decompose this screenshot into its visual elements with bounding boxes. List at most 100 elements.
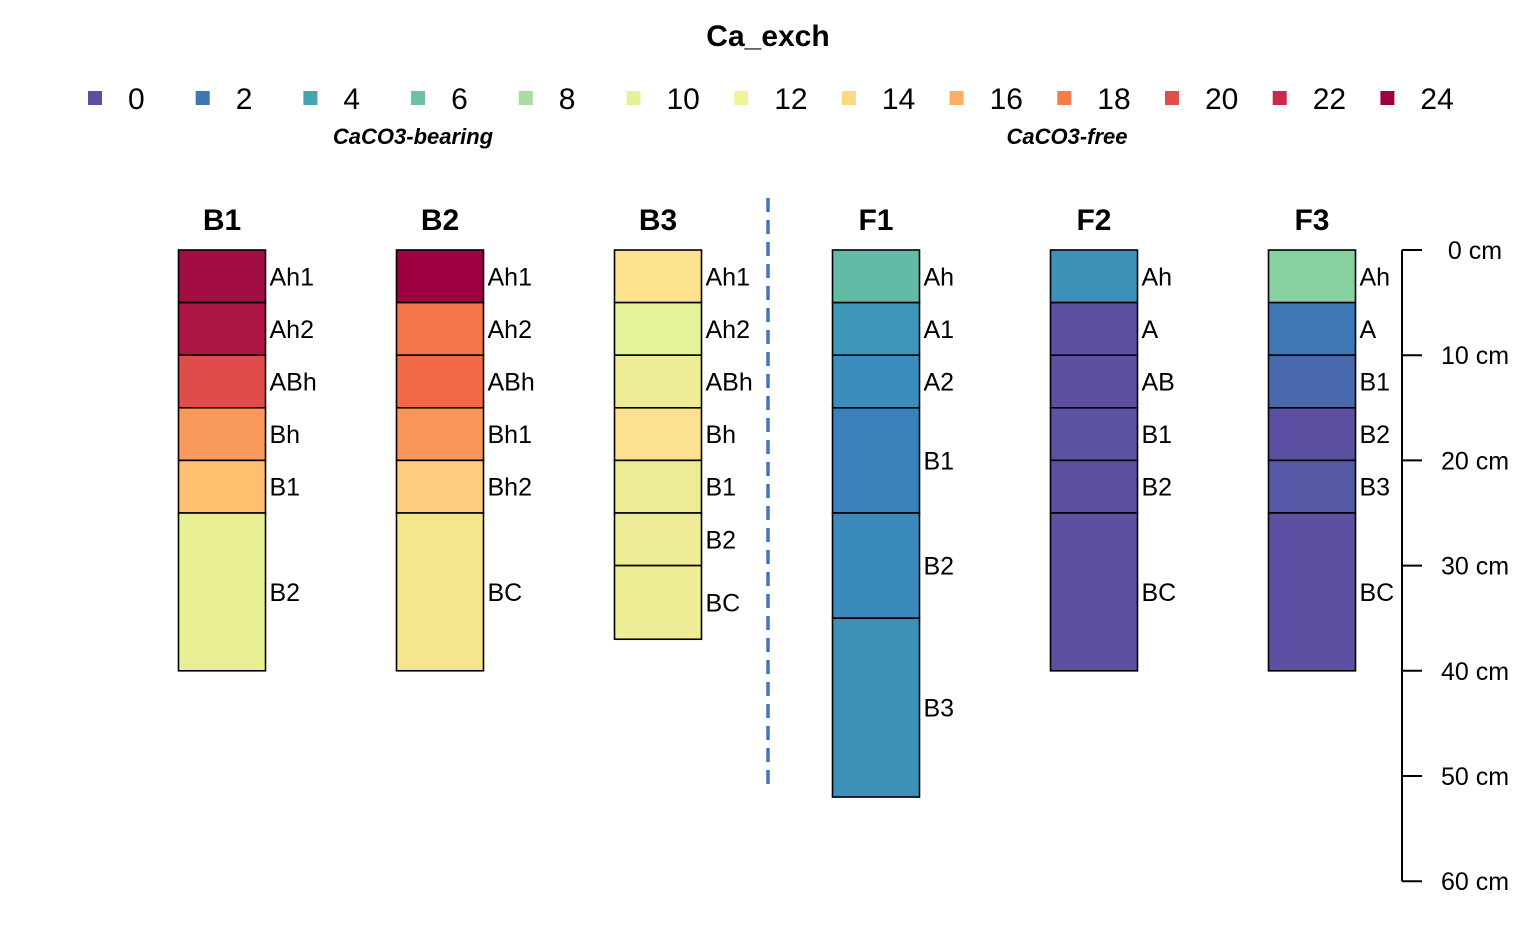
legend-swatch (1272, 91, 1287, 105)
horizon-label: Ah (1142, 263, 1173, 291)
profile-name: B3 (639, 204, 677, 237)
horizon-b3 (1267, 459, 1357, 514)
horizon-b2 (1267, 406, 1357, 462)
horizon-abh (177, 354, 267, 409)
legend-label: 8 (559, 83, 576, 116)
depth-tick-label: 60 cm (1441, 868, 1509, 896)
legend-label: 2 (236, 83, 253, 116)
depth-tick-label: 0 cm (1448, 237, 1502, 265)
legend-swatch (626, 91, 641, 105)
profile-f2: F2 Ah A AB B1 B2 BC (1049, 204, 1177, 672)
horizon-label: B2 (924, 553, 955, 581)
profile-f1: F1 Ah A1 A2 B1 B2 B3 (831, 204, 955, 798)
horizon-label: ABh (488, 369, 535, 397)
horizon-label: A2 (924, 369, 955, 397)
horizon-label: A (1360, 316, 1377, 344)
horizon-label: Ah2 (270, 316, 314, 344)
horizon-b3 (831, 617, 921, 798)
legend-swatch (195, 91, 210, 105)
horizon-label: Bh2 (488, 474, 532, 502)
group-labels: CaCO3-bearing CaCO3-free (333, 124, 1128, 149)
horizon-bc (395, 512, 485, 672)
horizon-ah (831, 249, 921, 304)
legend-label: 14 (882, 83, 915, 116)
horizon-b1 (831, 406, 921, 514)
horizon-b2 (831, 512, 921, 619)
horizon-a (1267, 301, 1357, 357)
horizon-label: A (1142, 316, 1159, 344)
horizon-label: Ah1 (488, 263, 532, 291)
horizon-b1 (613, 459, 703, 514)
legend-label: 18 (1097, 83, 1130, 116)
horizon-label: BC (706, 589, 741, 617)
profile-name: B2 (421, 204, 459, 237)
legend-swatch (88, 91, 102, 105)
legend-swatch (734, 91, 749, 105)
legend-swatch (1380, 91, 1395, 105)
legend-swatch (949, 91, 964, 105)
horizon-label: B3 (924, 695, 955, 723)
legend-label: 24 (1420, 83, 1453, 116)
horizon-label: Ah2 (706, 316, 750, 344)
horizon-abh (395, 354, 485, 409)
horizon-label: AB (1142, 369, 1175, 397)
horizon-label: Ah (924, 263, 955, 291)
horizon-b1 (177, 459, 267, 514)
horizon-abh (613, 354, 703, 409)
horizon-label: B1 (1360, 369, 1391, 397)
depth-tick-label: 10 cm (1441, 342, 1509, 370)
horizon-label: Ah1 (270, 263, 314, 291)
horizon-label: Ah (1360, 263, 1391, 291)
profile-b1: B1 Ah1 Ah2 ABh Bh B1 B2 (177, 204, 317, 672)
horizon-label: B1 (706, 474, 737, 502)
horizon-label: BC (1142, 579, 1177, 607)
horizon-label: B3 (1360, 474, 1391, 502)
horizon-label: ABh (270, 369, 317, 397)
legend-label: 10 (667, 83, 700, 116)
horizon-ah (1267, 249, 1357, 304)
profile-b2: B2 Ah1 Ah2 ABh Bh1 Bh2 BC (395, 204, 535, 672)
horizon-ah1 (177, 249, 267, 304)
depth-tick-label: 40 cm (1441, 658, 1509, 686)
legend-label: 12 (774, 83, 807, 116)
group-label: CaCO3-bearing (333, 124, 494, 149)
depth-tick-label: 50 cm (1441, 763, 1509, 791)
horizon-ab (1049, 354, 1139, 409)
horizon-bc (613, 564, 703, 641)
horizon-b1 (1267, 354, 1357, 409)
legend-swatch (303, 91, 318, 105)
depth-tick-label: 20 cm (1441, 447, 1509, 475)
horizon-b1 (1049, 406, 1139, 462)
depth-tick-label: 30 cm (1441, 553, 1509, 581)
horizon-a (1049, 301, 1139, 357)
horizon-label: B1 (1142, 421, 1173, 449)
horizon-label: BC (488, 579, 523, 607)
horizon-label: BC (1360, 579, 1395, 607)
legend-swatch (841, 91, 856, 105)
profile-name: B1 (203, 204, 241, 237)
horizon-label: B2 (270, 579, 301, 607)
legend-label: 22 (1313, 83, 1346, 116)
horizon-b2 (1049, 459, 1139, 514)
horizon-b2 (177, 512, 267, 672)
legend-swatch (518, 91, 533, 105)
horizon-ah (1049, 249, 1139, 304)
horizon-label: B1 (924, 447, 955, 475)
legend-label: 16 (990, 83, 1023, 116)
chart-title: Ca_exch (706, 20, 829, 53)
legend: 0 2 4 6 8 10 12 14 16 18 20 22 24 (88, 83, 1454, 116)
horizon-bh (177, 406, 267, 462)
profile-name: F2 (1076, 204, 1111, 237)
horizon-ah2 (177, 301, 267, 357)
horizon-label: Ah2 (488, 316, 532, 344)
horizon-bc (1267, 512, 1357, 672)
horizon-bh (613, 406, 703, 462)
horizon-label: B1 (270, 474, 301, 502)
horizon-a2 (831, 354, 921, 409)
profile-f3: F3 Ah A B1 B2 B3 BC (1267, 204, 1395, 672)
depth-axis: 0 cm 10 cm 20 cm 30 cm 40 cm 50 cm 60 cm (1401, 237, 1509, 896)
legend-label: 4 (343, 83, 360, 116)
horizon-label: B2 (1142, 474, 1173, 502)
horizon-bh2 (395, 459, 485, 514)
